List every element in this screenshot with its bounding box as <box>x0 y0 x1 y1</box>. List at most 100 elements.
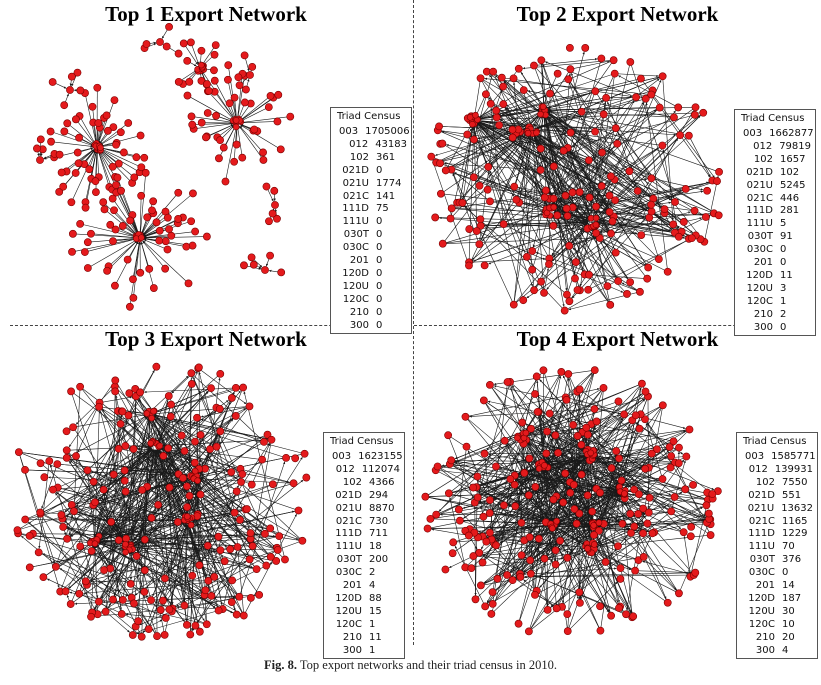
network-node <box>708 490 717 498</box>
triad-code: 300 <box>349 319 369 331</box>
triad-code: 201 <box>342 580 362 592</box>
network-edge <box>488 132 530 168</box>
network-node <box>109 123 118 131</box>
census-row: 021C 141 <box>339 191 407 204</box>
census-row: 120U 0 <box>339 281 407 294</box>
network-node <box>687 523 696 531</box>
network-node <box>246 529 255 537</box>
network-node <box>69 423 78 432</box>
network-node <box>114 444 123 453</box>
network-node <box>447 456 456 465</box>
network-edge <box>541 60 551 209</box>
network-node <box>149 284 158 292</box>
network-node <box>615 454 623 463</box>
triad-count: 1165 <box>782 515 808 527</box>
network-node <box>487 610 496 618</box>
census-row: 021C 1165 <box>745 516 813 529</box>
triad-code: 102 <box>755 476 775 488</box>
network-node <box>110 206 118 215</box>
network-node <box>268 209 277 218</box>
network-node <box>514 619 523 628</box>
triad-census-box: Triad Census 003 1623155 012 112074 102 436… <box>323 432 405 659</box>
network-node <box>486 197 494 206</box>
network-edge <box>67 123 95 145</box>
network-node <box>543 427 551 436</box>
triad-code: 030T <box>749 554 775 566</box>
network-node <box>608 217 617 226</box>
network-node <box>191 467 199 475</box>
network-edge <box>607 101 638 192</box>
network-node <box>469 552 478 560</box>
network-node <box>519 296 528 305</box>
network-node <box>45 457 54 465</box>
network-node <box>679 218 688 226</box>
network-edge <box>153 406 250 415</box>
triad-count: 1229 <box>782 528 808 540</box>
network-edge <box>473 78 481 117</box>
network-node <box>635 424 644 433</box>
triad-code: 111D <box>335 528 362 540</box>
network-node <box>179 39 188 48</box>
census-row: 201 14 <box>745 580 813 593</box>
network-edge <box>618 75 679 108</box>
census-row: 201 4 <box>332 580 400 593</box>
network-node <box>461 412 470 421</box>
network-node <box>478 558 487 567</box>
network-node <box>73 148 82 157</box>
network-node <box>108 162 117 171</box>
network-edge <box>153 387 236 414</box>
network-edge <box>66 448 153 539</box>
triad-count: 187 <box>782 592 802 604</box>
network-node <box>631 411 640 420</box>
network-node <box>110 96 119 104</box>
network-edge <box>200 477 303 542</box>
network-node <box>47 137 55 146</box>
figure-caption: Fig. 8. Top export networks and their tr… <box>0 658 821 673</box>
triad-census-rows: 003 1662877 012 79819 102 1657 021D 102 021U… <box>735 128 815 335</box>
network-node <box>74 159 83 168</box>
triad-count: 0 <box>376 164 383 176</box>
network-node <box>174 188 183 197</box>
network-node <box>458 198 467 207</box>
triad-count: 79819 <box>779 140 811 152</box>
triad-count: 730 <box>369 515 389 527</box>
network-edge <box>71 150 96 203</box>
network-node <box>34 548 43 557</box>
network-edge <box>619 199 695 212</box>
network-node <box>245 402 254 411</box>
network-edge <box>142 240 189 284</box>
network-node <box>261 266 269 274</box>
network-node <box>270 186 279 195</box>
network-edge <box>477 94 652 121</box>
network-node <box>601 558 610 566</box>
census-row: 003 1623155 <box>332 451 403 464</box>
triad-code: 012 <box>748 463 768 475</box>
network-node <box>149 197 158 206</box>
network-node <box>132 153 141 162</box>
network-node <box>572 519 581 528</box>
census-row: 030T 0 <box>339 229 407 242</box>
network-node <box>113 173 122 182</box>
network-node <box>536 166 545 174</box>
network-node <box>522 429 530 437</box>
network-edge <box>545 113 610 213</box>
network-node <box>204 87 213 95</box>
network-edge <box>91 150 98 179</box>
network-node <box>681 185 690 193</box>
network-edge <box>544 61 637 98</box>
network-node <box>282 453 290 462</box>
network-node <box>291 454 300 463</box>
network-edge <box>526 217 650 299</box>
network-node <box>187 369 196 378</box>
network-node <box>138 486 146 494</box>
network-node <box>240 261 248 270</box>
network-node <box>266 524 275 533</box>
triad-count: 1623155 <box>358 451 403 462</box>
network-edge <box>468 123 475 266</box>
network-edge <box>567 147 672 201</box>
network-node <box>685 425 694 434</box>
network-node <box>522 252 531 261</box>
network-node <box>122 548 129 556</box>
triad-code: 102 <box>753 153 773 165</box>
network-node <box>258 455 267 464</box>
